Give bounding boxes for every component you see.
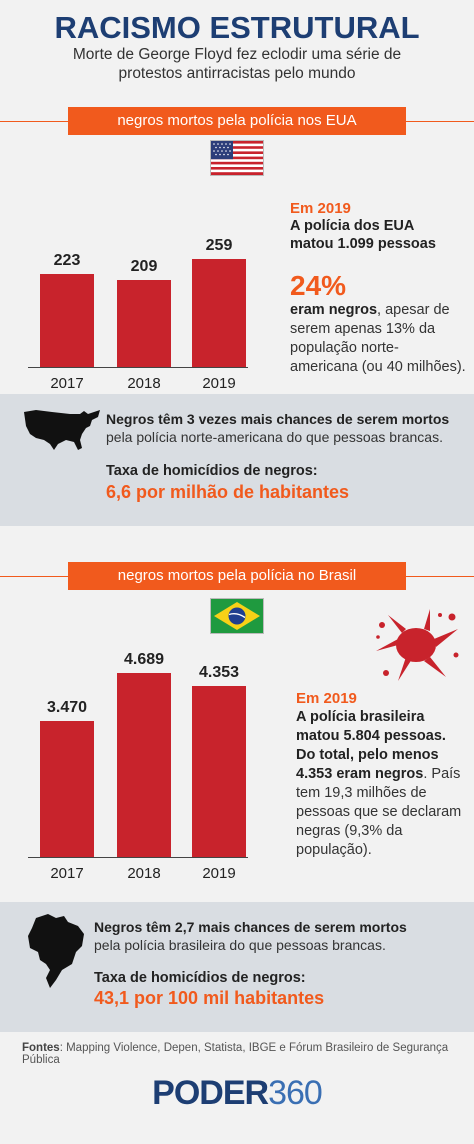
page-subtitle: Morte de George Floyd fez eclodir uma sé… <box>72 46 402 82</box>
br-x-tick-label: 2017 <box>50 865 84 882</box>
br-x-tick-label: 2018 <box>127 865 161 882</box>
sources-text: Fontes: Mapping Violence, Depen, Statist… <box>22 1042 462 1066</box>
brazil-killed-text: A polícia brasileira matou 5.804 pessoas… <box>296 708 466 860</box>
page-title: RACISMO ESTRUTURAL <box>54 10 420 45</box>
usa-chance-bold: Negros têm 3 vezes mais chances de serem… <box>106 411 450 427</box>
sources-label: Fontes <box>22 1042 60 1054</box>
us-bar-value-label: 223 <box>53 252 81 269</box>
usa-percent: 24% <box>290 270 347 301</box>
usa-banner: negros mortos pela polícia nos EUA <box>68 107 406 135</box>
blood-splatter-icon <box>372 607 464 685</box>
usa-map-icon <box>22 408 102 454</box>
poder360-logo: PODER360 <box>0 1074 474 1113</box>
brazil-banner: negros mortos pela polícia no Brasil <box>68 562 406 590</box>
brazil-map-icon <box>26 912 86 990</box>
brazil-chance-bold: Negros têm 2,7 mais chances de serem mor… <box>94 919 407 935</box>
usa-percent-rest: , apesar de serem apenas 13% da populaçã… <box>290 302 466 375</box>
us-x-tick-label: 2018 <box>127 375 161 392</box>
us-x-axis <box>28 367 248 368</box>
us-bar-2017 <box>40 274 94 367</box>
brazil-chance-rest: pela polícia brasileira do que pessoas b… <box>94 937 386 953</box>
brazil-info-panel <box>0 902 474 1032</box>
brazil-year-label: Em 2019 <box>296 690 357 707</box>
brazil-rate-value: 43,1 por 100 mil habitantes <box>94 988 325 1008</box>
br-bar-value-label: 4.689 <box>123 651 165 668</box>
br-x-tick-label: 2019 <box>202 865 236 882</box>
br-bar-2019 <box>192 686 246 857</box>
usa-rate-label: Taxa de homicídios de negros: <box>106 463 318 479</box>
brazil-chance-text: Negros têm 2,7 mais chances de serem mor… <box>94 918 464 954</box>
us-flag-icon <box>210 140 264 176</box>
usa-rate-value: 6,6 por milhão de habitantes <box>106 482 350 502</box>
brazil-rest: . País tem 19,3 milhões de pessoas que s… <box>296 766 462 858</box>
usa-percent-bold: eram negros <box>290 302 378 318</box>
brazil-killed-bold: A polícia brasileira matou 5.804 pessoas… <box>296 709 446 782</box>
usa-chance-text: Negros têm 3 vezes mais chances de serem… <box>106 410 466 446</box>
us-bar-2019 <box>192 259 246 367</box>
us-bar-2018 <box>117 280 171 367</box>
br-bar-value-label: 4.353 <box>198 664 240 681</box>
usa-year-label: Em 2019 <box>290 200 351 217</box>
br-bar-2017 <box>40 721 94 857</box>
sources-list: : Mapping Violence, Depen, Statista, IBG… <box>22 1042 449 1066</box>
us-x-tick-label: 2019 <box>202 375 236 392</box>
br-bar-2018 <box>117 673 171 857</box>
usa-killed-text: A polícia dos EUA matou 1.099 pessoas <box>290 218 436 252</box>
us-x-tick-label: 2017 <box>50 375 84 392</box>
brazil-flag-icon <box>210 598 264 634</box>
logo-poder: PODER <box>152 1074 269 1112</box>
us-bar-value-label: 259 <box>205 237 233 254</box>
usa-chance-rest: pela polícia norte-americana do que pess… <box>106 429 443 445</box>
usa-percent-text: eram negros, apesar de serem apenas 13% … <box>290 301 466 377</box>
br-x-axis <box>28 857 248 858</box>
br-bar-value-label: 3.470 <box>46 699 88 716</box>
logo-360: 360 <box>268 1074 323 1112</box>
us-bar-value-label: 209 <box>130 258 158 275</box>
brazil-rate-label: Taxa de homicídios de negros: <box>94 970 306 986</box>
